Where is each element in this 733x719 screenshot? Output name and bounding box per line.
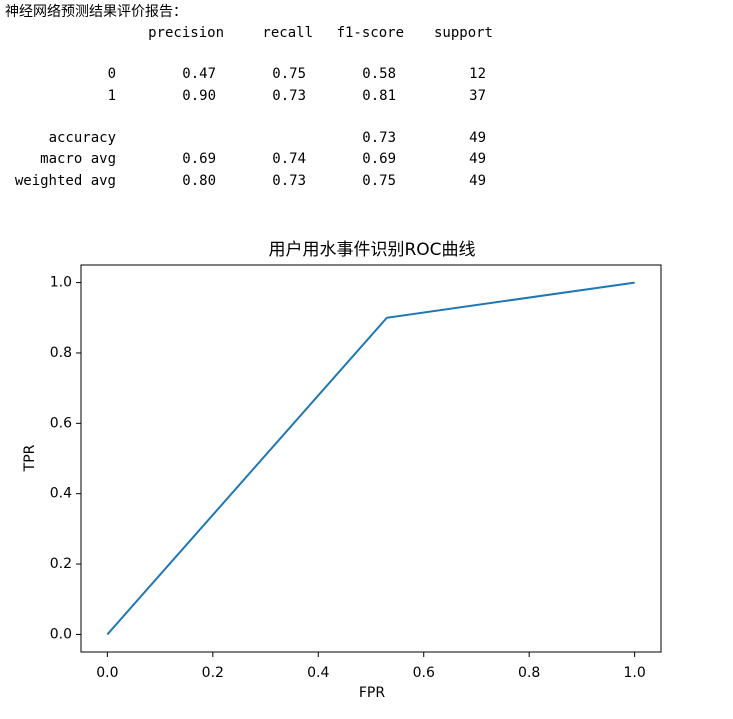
cell: 49 — [469, 151, 486, 167]
cell: 0.75 — [362, 173, 396, 189]
cell: 12 — [469, 66, 486, 82]
row-label: 1 — [108, 88, 116, 104]
y-tick-label: 0.6 — [50, 415, 72, 431]
row-label: weighted avg — [15, 173, 116, 189]
x-tick-label: 0.6 — [413, 665, 435, 681]
cell: 49 — [469, 173, 486, 189]
cell: 0.81 — [362, 88, 396, 104]
y-tick-label: 1.0 — [50, 275, 72, 291]
cell: 0.73 — [272, 173, 306, 189]
cell: 37 — [469, 88, 486, 104]
cell: 0.69 — [182, 151, 216, 167]
cell: 0.69 — [362, 151, 396, 167]
row-label: accuracy — [49, 130, 116, 146]
chart-title: 用户用水事件识别ROC曲线 — [268, 240, 475, 260]
cell: 0.47 — [182, 66, 216, 82]
x-tick-label: 0.4 — [307, 665, 329, 681]
cell: 0.80 — [182, 173, 216, 189]
row-label: macro avg — [40, 151, 116, 167]
cell: 0.58 — [362, 66, 396, 82]
plot-frame — [80, 264, 662, 653]
y-axis-label: TPR — [22, 444, 38, 472]
cell: 0.90 — [182, 88, 216, 104]
x-tick-label: 0.8 — [518, 665, 540, 681]
report-title: 神经网络预测结果评价报告： — [5, 4, 187, 20]
y-tick-label: 0.2 — [50, 556, 72, 572]
x-tick-label: 0.0 — [96, 665, 118, 681]
cell: 0.74 — [272, 151, 306, 167]
x-tick-label: 0.2 — [202, 665, 224, 681]
row-label: 0 — [108, 66, 116, 82]
x-axis-label: FPR — [359, 685, 385, 701]
cell: 0.73 — [362, 130, 396, 146]
x-tick-label: 1.0 — [624, 665, 646, 681]
line-series — [106, 281, 635, 636]
y-tick-label: 0.8 — [50, 345, 72, 361]
column-header: support — [434, 25, 493, 41]
column-header: f1-score — [337, 25, 404, 41]
column-header: recall — [262, 25, 313, 41]
cell: 0.75 — [272, 66, 306, 82]
y-tick-label: 0.4 — [50, 486, 72, 502]
y-tick-label: 0.0 — [50, 626, 72, 642]
column-header: precision — [148, 25, 224, 41]
cell: 49 — [469, 130, 486, 146]
cell: 0.73 — [272, 88, 306, 104]
